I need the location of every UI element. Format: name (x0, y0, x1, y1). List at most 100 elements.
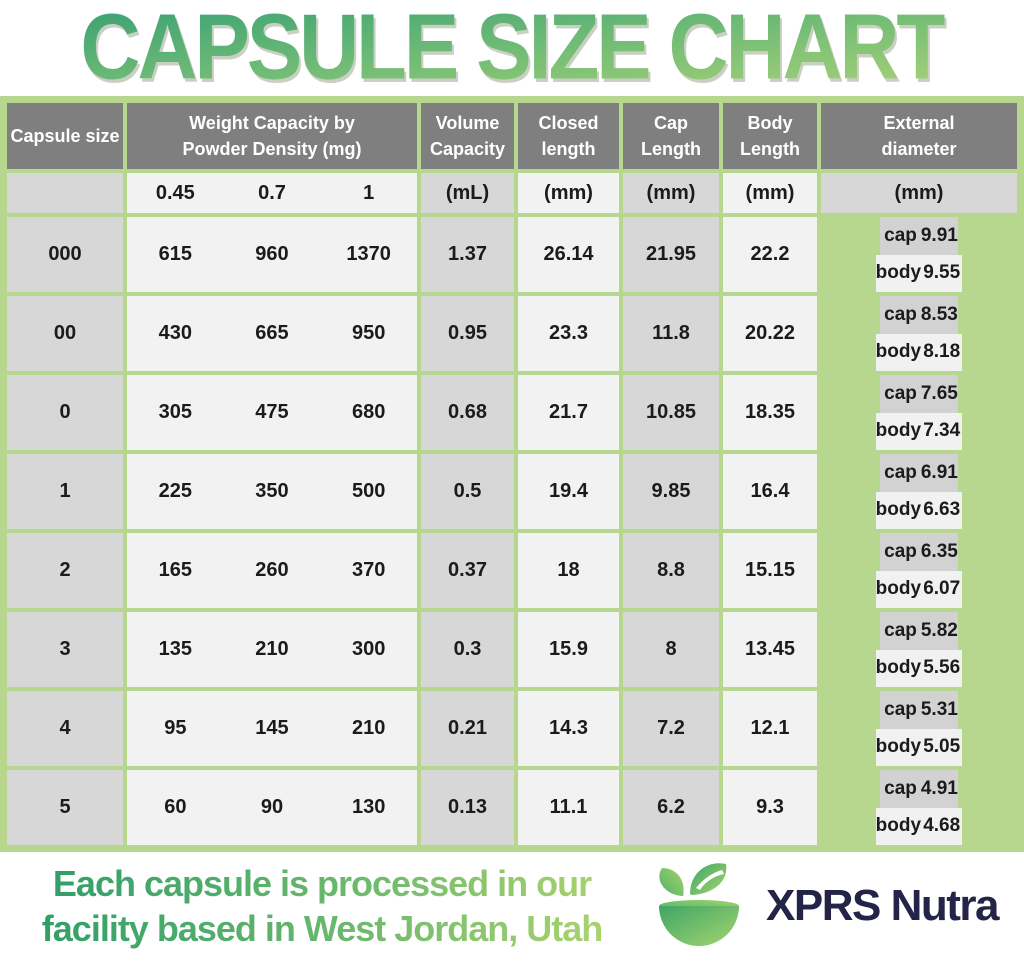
weight-capacity-cell: 135 210 300 (127, 612, 417, 687)
ext-body-value: 8.18 (923, 341, 961, 363)
ext-cap-value: 6.91 (920, 461, 958, 483)
closed-length-cell: 21.7 (518, 375, 619, 450)
table-row: 00 430 665 950 0.95 23.3 11.8 20.22 cap … (7, 296, 1017, 371)
weight-1-value: 300 (351, 638, 386, 660)
volume-capacity-cell: 0.5 (421, 454, 514, 529)
table-row: 4 95 145 210 0.21 14.3 7.2 12.1 cap 5.31… (7, 691, 1017, 766)
volume-capacity-cell: 0.68 (421, 375, 514, 450)
ext-cap-value: 6.35 (920, 540, 958, 562)
weight-0.7-value: 90 (260, 796, 284, 818)
ext-body-value: 5.56 (923, 657, 961, 679)
closed-length-cell: 26.14 (518, 217, 619, 292)
density-0.7-label: 0.7 (258, 181, 286, 204)
cap-length-cell: 11.8 (623, 296, 719, 371)
external-diameter-body-row: body 5.56 (875, 649, 963, 687)
weight-0.45-value: 225 (158, 480, 193, 502)
weight-capacity-cell: 225 350 500 (127, 454, 417, 529)
weight-capacity-cell: 60 90 130 (127, 770, 417, 845)
external-diameter-cell: cap 4.91 body 4.68 (821, 770, 1017, 845)
external-diameter-cap-row: cap 6.35 (880, 533, 958, 571)
body-length-cell: 9.3 (723, 770, 817, 845)
table-row: 2 165 260 370 0.37 18 8.8 15.15 cap 6.35… (7, 533, 1017, 608)
ext-cap-value: 7.65 (920, 382, 958, 404)
volume-capacity-cell: 0.95 (421, 296, 514, 371)
volume-capacity-cell: 0.13 (421, 770, 514, 845)
table-row: 0 305 475 680 0.68 21.7 10.85 18.35 cap … (7, 375, 1017, 450)
col-header-cap-length: Cap Length (623, 103, 719, 169)
unit-cap-length-cell: (mm) (623, 173, 719, 213)
table-units-row: 0.45 0.7 1 (mL) (mm) (mm) (mm) (mm) (7, 173, 1017, 213)
weight-0.7-value: 960 (255, 243, 289, 265)
external-diameter-body-row: body 4.68 (875, 807, 963, 845)
ext-cap-value: 5.82 (920, 619, 958, 641)
weight-0.7-value: 145 (255, 717, 289, 739)
volume-capacity-cell: 0.3 (421, 612, 514, 687)
table-row: 3 135 210 300 0.3 15.9 8 13.45 cap 5.82 … (7, 612, 1017, 687)
capsule-size-cell: 3 (7, 612, 123, 687)
ext-cap-label: cap (884, 619, 917, 641)
weight-capacity-cell: 165 260 370 (127, 533, 417, 608)
weight-1-value: 210 (351, 717, 386, 739)
weight-0.7-value: 665 (255, 322, 289, 344)
title-area: CAPSULE SIZE CHART (0, 0, 1024, 98)
weight-0.45-value: 135 (158, 638, 193, 660)
capsule-size-cell: 2 (7, 533, 123, 608)
cap-length-cell: 10.85 (623, 375, 719, 450)
ext-cap-value: 8.53 (920, 303, 958, 325)
cap-length-cell: 21.95 (623, 217, 719, 292)
external-diameter-body-row: body 7.34 (875, 412, 963, 450)
leaf-bowl-icon (659, 863, 740, 946)
external-diameter-cell: cap 6.91 body 6.63 (821, 454, 1017, 529)
col-header-body-length: Body Length (723, 103, 817, 169)
weight-1-value: 1370 (346, 243, 391, 265)
ext-body-value: 5.05 (923, 736, 961, 758)
weight-0.45-value: 95 (164, 717, 187, 739)
weight-capacity-cell: 615 960 1370 (127, 217, 417, 292)
capsule-size-cell: 00 (7, 296, 123, 371)
body-length-cell: 18.35 (723, 375, 817, 450)
col-header-weight-capacity-label: Weight Capacity by Powder Density (mg) (182, 112, 362, 159)
col-header-capsule-size: Capsule size (7, 103, 123, 169)
weight-1-value: 500 (351, 480, 386, 502)
weight-0.7-value: 350 (255, 480, 289, 502)
col-header-closed-length: Closed length (518, 103, 619, 169)
closed-length-cell: 23.3 (518, 296, 619, 371)
weight-capacity-cell: 95 145 210 (127, 691, 417, 766)
external-diameter-body-row: body 5.05 (875, 728, 963, 766)
col-header-capsule-size-label: Capsule size (10, 125, 120, 146)
col-header-volume-capacity-label: Volume Capacity (429, 112, 506, 159)
external-diameter-cap-row: cap 6.91 (880, 454, 958, 492)
weight-1-value: 130 (351, 796, 386, 818)
weight-0.45-value: 615 (158, 243, 193, 265)
capsule-size-cell: 5 (7, 770, 123, 845)
weight-0.7-value: 260 (255, 559, 289, 581)
cap-length-cell: 9.85 (623, 454, 719, 529)
closed-length-cell: 14.3 (518, 691, 619, 766)
ext-body-value: 4.68 (923, 815, 961, 837)
closed-length-cell: 18 (518, 533, 619, 608)
ext-cap-label: cap (884, 461, 917, 483)
col-header-external-diameter: External diameter (821, 103, 1017, 169)
capsule-size-cell: 4 (7, 691, 123, 766)
ext-cap-value: 4.91 (920, 777, 958, 799)
external-diameter-cap-row: cap 5.31 (880, 691, 958, 729)
ext-body-label: body (875, 420, 922, 442)
cap-length-cell: 6.2 (623, 770, 719, 845)
ext-cap-label: cap (884, 382, 917, 404)
footer-note-line2: facility based in West Jordan, Utah (41, 908, 603, 949)
table-row: 1 225 350 500 0.5 19.4 9.85 16.4 cap 6.9… (7, 454, 1017, 529)
body-length-cell: 15.15 (723, 533, 817, 608)
table-row: 5 60 90 130 0.13 11.1 6.2 9.3 cap 4.91 b… (7, 770, 1017, 845)
external-diameter-body-row: body 6.07 (875, 570, 963, 608)
body-length-cell: 16.4 (723, 454, 817, 529)
footer-note-line1: Each capsule is processed in our (52, 863, 592, 904)
ext-body-label: body (875, 341, 922, 363)
footer-note: Each capsule is processed in our facilit… (10, 861, 634, 951)
external-diameter-body-row: body 8.18 (875, 333, 963, 371)
page-title: CAPSULE SIZE CHART (80, 0, 947, 101)
weight-capacity-cell: 430 665 950 (127, 296, 417, 371)
external-diameter-cap-row: cap 4.91 (880, 770, 958, 808)
brand-logo: XPRS Nutra (652, 860, 999, 952)
external-diameter-cell: cap 5.82 body 5.56 (821, 612, 1017, 687)
